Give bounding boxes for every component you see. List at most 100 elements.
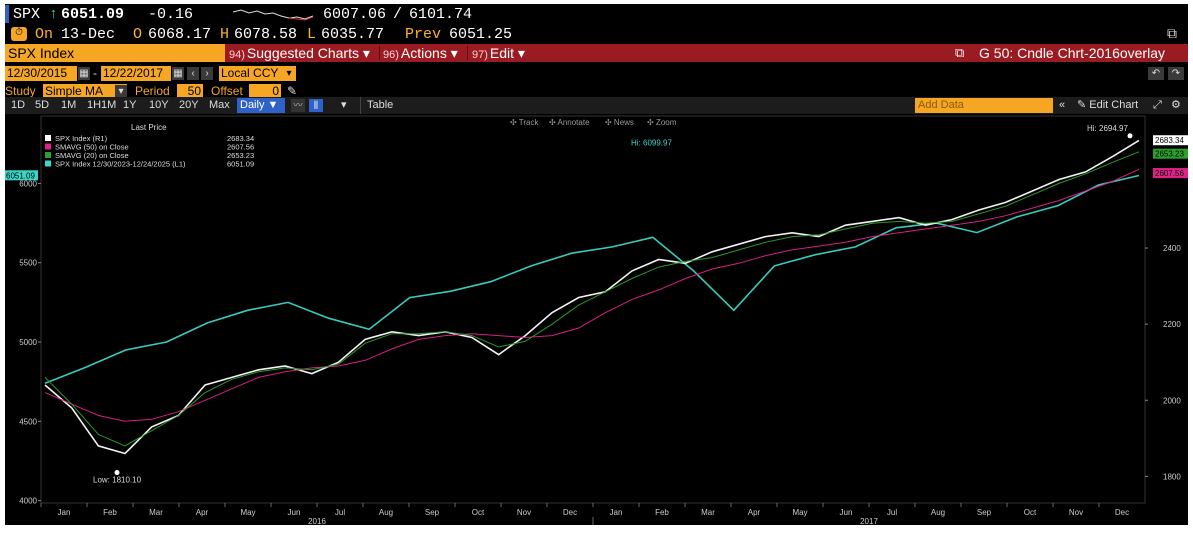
frequency-select[interactable]: Daily ▼: [237, 98, 285, 113]
line-chart-icon[interactable]: 〰: [291, 99, 305, 112]
menu-number: 96): [383, 49, 399, 61]
legend-label: SMAVG (20) on Close: [55, 151, 129, 160]
range-5d[interactable]: 5D: [35, 99, 50, 111]
range-10y[interactable]: 10Y: [149, 99, 169, 111]
chevron-down-icon[interactable]: ▾: [115, 85, 127, 98]
end-date-input[interactable]: 12/22/2017: [101, 66, 171, 81]
ohlc-line: ⏱ On 13-Dec O 6068.17 H 6078.58 L 6035.7…: [5, 25, 1188, 45]
x-tick-label: Oct: [472, 508, 485, 517]
legend-title: Last Price: [131, 123, 167, 132]
plot-area: [40, 115, 1146, 504]
collapse-icon[interactable]: «: [1059, 99, 1066, 111]
chevron-left-icon[interactable]: ‹: [187, 67, 199, 80]
legend-value: 2653.23: [227, 151, 254, 160]
x-tick-label: Dec: [563, 508, 577, 517]
range-1h1m[interactable]: 1H1M: [87, 99, 117, 111]
chart-tool-news: ✣ News: [605, 118, 634, 127]
gear-icon[interactable]: ⚙: [1171, 99, 1181, 111]
date-separator: -: [93, 66, 97, 80]
calendar-icon[interactable]: ▦: [78, 67, 90, 80]
x-tick-label: Feb: [655, 508, 669, 517]
x-tick-label: Sep: [425, 508, 440, 517]
legend-label: SMAVG (50) on Close: [55, 143, 129, 152]
high-value: 6078.58: [234, 26, 298, 43]
range-1y[interactable]: 1Y: [123, 99, 137, 111]
table-tab[interactable]: Table: [367, 99, 394, 111]
chevron-right-icon[interactable]: ›: [201, 67, 213, 80]
menu-edit[interactable]: 97) Edit ▾: [472, 44, 525, 64]
external-link-icon[interactable]: ⧉: [955, 45, 965, 60]
series-line: [44, 139, 1140, 455]
legend-label: SPX Index (R1): [55, 134, 108, 143]
add-data-input[interactable]: Add Data: [915, 98, 1053, 113]
series-line: [44, 168, 1140, 422]
expand-icon[interactable]: ⤢: [1153, 99, 1162, 111]
range-20y[interactable]: 20Y: [179, 99, 199, 111]
edit-chart-button[interactable]: ✎ Edit Chart: [1077, 97, 1138, 114]
left-tick-label: 4000: [19, 497, 37, 506]
clock-icon[interactable]: ⏱: [11, 27, 27, 41]
offset-input[interactable]: 0: [249, 84, 281, 99]
terminal-window: SPX ↑ 6051.09 -0.16 6007.06 / 6101.74 ⏱ …: [5, 4, 1188, 525]
last-value-label: 2607.56: [1155, 169, 1184, 178]
x-tick-label: Jul: [335, 508, 345, 517]
redo-icon[interactable]: ↷: [1168, 67, 1184, 80]
pencil-icon[interactable]: ✎: [287, 84, 298, 98]
last-price: 6051.09: [61, 6, 125, 23]
menu-number: 97): [472, 49, 488, 61]
legend-swatch: [45, 152, 51, 158]
legend-swatch: [45, 135, 51, 141]
chevron-down-icon[interactable]: ▾: [283, 67, 295, 80]
x-tick-label: Aug: [379, 508, 393, 517]
x-tick-label: Dec: [1115, 508, 1129, 517]
x-tick-label: Sep: [977, 508, 992, 517]
last-value-badge: [1153, 168, 1188, 179]
start-date-input[interactable]: 12/30/2015: [5, 66, 77, 81]
ticker-marker: [5, 5, 9, 23]
legend-value: 2607.56: [227, 143, 254, 152]
edit-chart-label: Edit Chart: [1089, 99, 1139, 111]
x-tick-label: Nov: [1069, 508, 1083, 517]
undo-icon[interactable]: ↶: [1148, 67, 1164, 80]
study-select[interactable]: Simple MA: [43, 84, 127, 99]
security-field[interactable]: SPX Index: [5, 44, 225, 62]
settings-icon[interactable]: ⧉: [1167, 27, 1177, 43]
menu-suggested-charts[interactable]: 94) Suggested Charts ▾: [229, 44, 370, 64]
prev-value: 6051.25: [449, 26, 513, 43]
study-label: Study: [5, 84, 36, 98]
currency-select[interactable]: Local CCY: [219, 66, 296, 81]
menu-actions[interactable]: 96) Actions ▾: [383, 44, 458, 64]
menu-label: Actions ▾: [400, 45, 458, 61]
x-tick-label: Jul: [887, 508, 897, 517]
x-tick-label: Jan: [58, 508, 71, 517]
chevron-down-icon[interactable]: ▾: [341, 99, 347, 111]
x-tick-label: Jun: [288, 508, 301, 517]
chart-title: G 50: Cndle Chrt-2016overlay: [979, 45, 1165, 61]
last-value-label: 2683.34: [1155, 136, 1184, 145]
range-max[interactable]: Max: [209, 99, 230, 111]
low-marker: [114, 470, 120, 476]
legend-swatch: [45, 143, 51, 150]
legend-value: 2683.34: [227, 134, 254, 143]
year-label: 2016: [308, 517, 326, 525]
open-value: 6068.17: [148, 26, 212, 43]
menu-divider: [379, 46, 380, 60]
range-1d[interactable]: 1D: [11, 99, 26, 111]
price-change: -0.16: [148, 6, 194, 23]
calendar-icon[interactable]: ▦: [172, 67, 184, 80]
range-separator: /: [393, 6, 403, 23]
range-1m[interactable]: 1M: [61, 99, 77, 111]
x-tick-label: Feb: [103, 508, 117, 517]
x-tick-label: May: [240, 508, 255, 517]
on-date: 13-Dec: [61, 26, 116, 43]
candle-chart-icon[interactable]: ⫼: [309, 99, 323, 112]
period-input[interactable]: 50: [177, 84, 203, 99]
high-annotation: Hi: 2694.97: [1087, 124, 1128, 133]
chart-tool-zoom: ✣ Zoom: [647, 118, 677, 127]
x-tick-label: Mar: [701, 508, 715, 517]
menu-number: 94): [229, 49, 245, 61]
chart-tool-annotate: ✣ Annotate: [549, 118, 590, 127]
x-tick-label: Jun: [840, 508, 853, 517]
left-value-badge: [5, 170, 38, 181]
year-label: 2017: [860, 517, 878, 525]
